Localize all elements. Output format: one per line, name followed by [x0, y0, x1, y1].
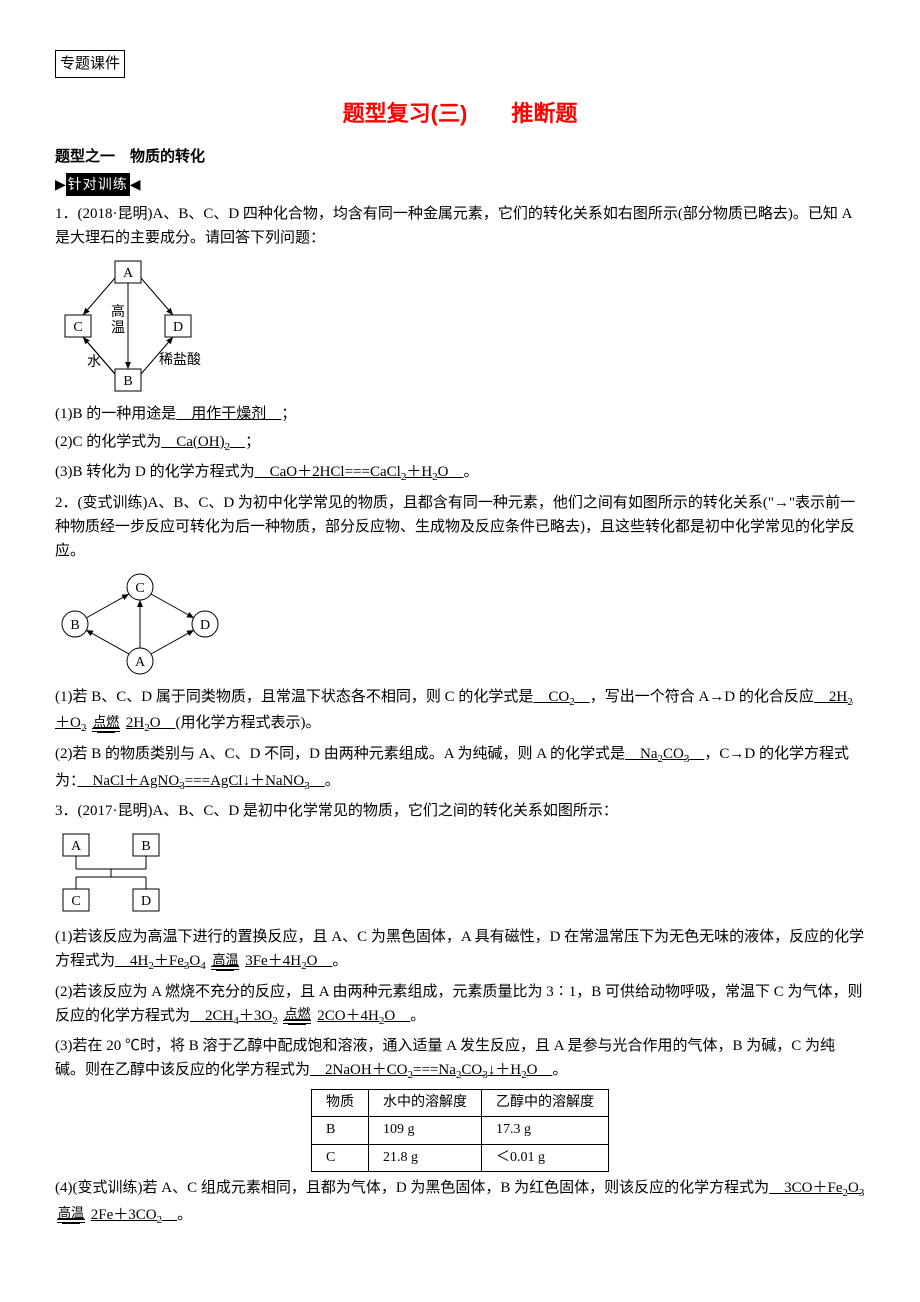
q3-part4: (4)(变式训练)若 A、C 组成元素相同，且都为气体，D 为黑色固体，B 为红… [55, 1176, 865, 1229]
q2-stem: 2．(变式训练)A、B、C、D 为初中化学常见的物质，且都含有同一种元素，他们之… [55, 491, 865, 563]
q3p1-tail: 。 [332, 953, 347, 969]
cell: 17.3 g [482, 1117, 609, 1144]
q1p3-tail: 。 [464, 464, 479, 480]
q1-part3: (3)B 转化为 D 的化学方程式为 CaO＋2HCl===CaCl2＋H2O … [55, 460, 865, 487]
q3-part2: (2)若该反应为 A 燃烧不充分的反应，且 A 由两种元素组成，元素质量比为 3… [55, 980, 865, 1031]
q2p1-tail: (用化学方程式表示)。 [176, 715, 321, 731]
q1-stem: 1．(2018·昆明)A、B、C、D 四种化合物，均含有同一种金属元素，它们的转… [55, 202, 865, 250]
q3p3-a: 2NaOH＋CO2===Na2CO3↓＋H2O [310, 1062, 552, 1078]
q2p1-mid: ，写出一个符合 A→D 的化合反应 [590, 689, 814, 705]
q3p1-cond: 高温 [211, 953, 239, 971]
q2p1-q: (1)若 B、C、D 属于同类物质，且常温下状态各不相同，则 C 的化学式是 [55, 689, 533, 705]
q3p3-tail: 。 [552, 1062, 567, 1078]
table-row: C 21.8 g ＜0.01 g [312, 1144, 609, 1171]
th-water: 水中的溶解度 [369, 1089, 482, 1116]
q3-part3: (3)若在 20 ℃时，将 B 溶于乙醇中配成饱和溶液，通入适量 A 发生反应，… [55, 1034, 865, 1085]
node-b: B [123, 374, 132, 389]
page: 专题课件 题型复习(三) 推断题 题型之一 物质的转化 ▶针对训练◀ 1．(20… [55, 50, 865, 1229]
label-high-1: 高 [111, 303, 125, 320]
table-header-row: 物质 水中的溶解度 乙醇中的溶解度 [312, 1089, 609, 1116]
q2p2-a: Na2CO3 [625, 746, 704, 762]
node-c: C [73, 320, 82, 335]
q3-node-a: A [71, 839, 82, 854]
q3p2-al: 2CH4＋3O2 [190, 1008, 278, 1024]
q1p2-a: Ca(OH)2 [161, 434, 245, 450]
q1-number: 1． [55, 206, 78, 222]
q2p2-tail: 。 [325, 773, 340, 789]
q2p1-cond: 点燃 [92, 715, 120, 733]
q1-part2: (2)C 的化学式为 Ca(OH)2 ； [55, 430, 865, 457]
label-high-2: 温 [111, 320, 125, 336]
q2p1-a2r: 2H2O [126, 715, 176, 731]
q3-diagram: A B C D [55, 829, 185, 919]
q3-part1: (1)若该反应为高温下进行的置换反应，且 A、C 为黑色固体，A 具有磁性，D … [55, 925, 865, 976]
q3p2-tail: 。 [410, 1008, 425, 1024]
page-title: 题型复习(三) 推断题 [55, 96, 865, 131]
q2p2-q: (2)若 B 的物质类别与 A、C、D 不同，D 由两种元素组成。A 为纯碱，则… [55, 746, 625, 762]
q1p2-tail: ； [245, 434, 260, 450]
triangle-left-icon: ▶ [55, 178, 66, 193]
q2-node-b: B [70, 618, 79, 633]
q3p2-cond: 点燃 [283, 1007, 311, 1025]
label-water: 水 [87, 354, 101, 370]
table-row: B 109 g 17.3 g [312, 1117, 609, 1144]
q3p4-q: (4)(变式训练)若 A、C 组成元素相同，且都为气体，D 为黑色固体，B 为红… [55, 1180, 769, 1196]
q3p1-al: 4H2＋Fe3O4 [115, 953, 206, 969]
th-substance: 物质 [312, 1089, 369, 1116]
q1p2-q: (2)C 的化学式为 [55, 434, 161, 450]
q2-node-d: D [200, 618, 210, 633]
label-acid: 稀盐酸 [159, 352, 201, 368]
th-ethanol: 乙醇中的溶解度 [482, 1089, 609, 1116]
q3-node-c: C [71, 894, 80, 909]
cell: ＜0.01 g [482, 1144, 609, 1171]
node-d: D [173, 320, 183, 335]
q2-text: (变式训练)A、B、C、D 为初中化学常见的物质，且都含有同一种元素，他们之间有… [55, 495, 855, 559]
q3-node-b: B [141, 839, 150, 854]
q3p2-ar: 2CO＋4H2O [317, 1008, 410, 1024]
q3-number: 3． [55, 803, 78, 819]
q2-node-c: C [135, 581, 144, 596]
q1p3-a: CaO＋2HCl===CaCl2＋H2O [255, 464, 464, 480]
q1-diagram: A B C D 高 温 水 稀盐酸 [55, 256, 215, 396]
q2-node-a: A [135, 655, 146, 670]
cell: 21.8 g [369, 1144, 482, 1171]
q3-stem: 3．(2017·昆明)A、B、C、D 是初中化学常见的物质，它们之间的转化关系如… [55, 799, 865, 823]
section-heading: 题型之一 物质的转化 [55, 145, 865, 169]
q3p4-ar: 2Fe＋3CO2 [91, 1207, 177, 1223]
node-a: A [123, 266, 134, 281]
q1p1-a: 用作干燥剂 [176, 406, 281, 422]
q3p4-al: 3CO＋Fe2O3 [769, 1180, 864, 1196]
cell: B [312, 1117, 369, 1144]
q3-text: (2017·昆明)A、B、C、D 是初中化学常见的物质，它们之间的转化关系如图所… [78, 803, 618, 819]
q2-number: 2． [55, 495, 78, 511]
triangle-right-icon: ◀ [130, 178, 141, 193]
q3p4-cond: 高温 [57, 1206, 85, 1224]
q2-diagram: C A B D [55, 569, 225, 679]
cell: C [312, 1144, 369, 1171]
q3-node-d: D [141, 894, 151, 909]
cell: 109 g [369, 1117, 482, 1144]
practice-row: ▶针对训练◀ [55, 173, 865, 197]
course-label: 专题课件 [55, 50, 125, 78]
q2p2-a2: NaCl＋AgNO3===AgCl↓＋NaNO3 [78, 773, 325, 789]
q3p2-q: (2)若该反应为 A 燃烧不充分的反应，且 A 由两种元素组成，元素质量比为 3… [55, 984, 863, 1024]
q2p1-a: CO2 [533, 689, 589, 705]
solubility-table: 物质 水中的溶解度 乙醇中的溶解度 B 109 g 17.3 g C 21.8 … [311, 1089, 609, 1172]
q1-text: (2018·昆明)A、B、C、D 四种化合物，均含有同一种金属元素，它们的转化关… [55, 206, 852, 246]
course-header: 专题课件 [55, 50, 865, 78]
practice-label: 针对训练 [66, 173, 130, 195]
q3p1-ar: 3Fe＋4H2O [245, 953, 332, 969]
q1-part1: (1)B 的一种用途是 用作干燥剂 ； [55, 402, 865, 426]
q1p1-tail: ； [281, 406, 296, 422]
q1p1-q: (1)B 的一种用途是 [55, 406, 176, 422]
q2-part1: (1)若 B、C、D 属于同类物质，且常温下状态各不相同，则 C 的化学式是 C… [55, 685, 865, 738]
q3p4-tail: 。 [177, 1207, 192, 1223]
q1p3-q: (3)B 转化为 D 的化学方程式为 [55, 464, 255, 480]
q2-part2: (2)若 B 的物质类别与 A、C、D 不同，D 由两种元素组成。A 为纯碱，则… [55, 742, 865, 795]
